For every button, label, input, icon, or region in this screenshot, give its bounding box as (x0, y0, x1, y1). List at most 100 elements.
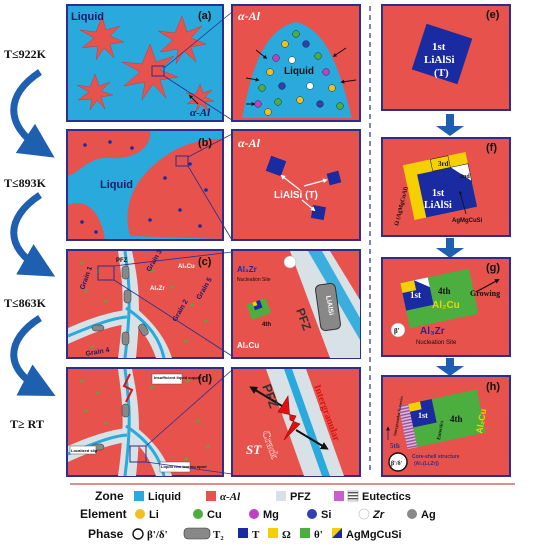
legend: Zone Liquid α-Al PFZ Eutectics Element L… (70, 483, 515, 541)
temp-label-3: T≤863K (4, 296, 46, 310)
legend-eutectics-label: Eutectics (362, 491, 411, 503)
legend-alpha-label: α-Al (220, 491, 241, 503)
arrow-g-h (436, 358, 464, 376)
legend-liquid-swatch (134, 491, 144, 501)
panel-c-inset-4th: 4th (262, 322, 271, 328)
panel-h-intergranular: Intergranular Eutectics (392, 395, 404, 436)
panel-d-inset-st: ST (246, 442, 262, 457)
panel-e: 1st LiAlSi (T) (e) (381, 4, 511, 111)
legend-t-label: T (252, 529, 260, 541)
legend-pfz-swatch (276, 491, 286, 501)
temp-label-2: T≤893K (4, 176, 46, 190)
stage-arrows (10, 69, 56, 397)
legend-agmgcusi-label: AgMgCuSi (346, 529, 402, 541)
legend-theta-swatch (300, 528, 310, 538)
legend-cu-dot (193, 509, 203, 519)
panel-g-label: (g) (486, 262, 500, 274)
panel-g-1st: 1st (410, 290, 421, 300)
panel-h-core-shell-sub: (Al₃(Li,Zr)) (414, 461, 439, 467)
legend-zr-label: Zr (372, 509, 385, 521)
panel-d-label: (d) (198, 373, 212, 385)
panel-f-label: (f) (486, 142, 497, 154)
legend-eutectics-swatch (334, 491, 344, 501)
panel-c-al3zr: Al₃Zr (150, 286, 165, 292)
panel-c-inset-al2cu: Al₂Cu (237, 341, 259, 350)
panel-h-1st: 1st (418, 411, 428, 420)
legend-element-title: Element (80, 507, 127, 521)
temp-label-4: T≥ RT (10, 417, 44, 431)
panel-f-2nd: 2nd (460, 174, 470, 180)
legend-t-swatch (238, 528, 248, 538)
panel-h-core-shell: Core-shell structure (412, 454, 460, 460)
legend-mg-dot (249, 509, 259, 519)
panel-d-inset: PFZ Crack Intergranular ST (231, 367, 361, 477)
legend-t2-label: T₂ (213, 529, 224, 541)
legend-omega-label: Ω (282, 529, 291, 541)
panel-g-nucleation: Nucleation Site (416, 340, 457, 346)
panel-h-4th: 4th (450, 414, 463, 424)
arrow-f-g (436, 238, 464, 258)
panel-h-label: (h) (486, 381, 500, 393)
panel-d: Insufficient liquid supply Localized sli… (66, 367, 233, 477)
panel-h-eutectics: Eutectics (437, 420, 445, 440)
panel-g-al2cu: Al₂Cu (432, 300, 460, 311)
panel-b-inset-liali: LiAlSi (T) (274, 190, 318, 201)
grain-4-label: Grain 4 (85, 347, 110, 358)
panel-c-inset: Al₃Zr Nucleation Site PFZ LiAlSi 4th Al₂… (231, 249, 361, 359)
legend-mg-label: Mg (263, 509, 279, 521)
legend-cu-label: Cu (207, 509, 222, 521)
panel-b-label: (b) (198, 137, 212, 149)
legend-liquid-label: Liquid (148, 491, 181, 503)
panel-g: 1st 4th Al₂Cu Growing β' Al₃Zr Nucleatio… (381, 257, 511, 357)
legend-beta-circle (132, 528, 144, 540)
panel-a-inset-alpha: α-Al (238, 9, 261, 23)
legend-zone-title: Zone (95, 489, 124, 503)
panel-e-t: (T) (434, 67, 449, 79)
panel-c-label: (c) (198, 256, 212, 268)
legend-ag-dot (407, 509, 417, 519)
panel-a-label: (a) (198, 10, 212, 22)
panel-h: 1st 4th Al₂Cu Intergranular Eutectics Eu… (381, 375, 511, 477)
panel-h-beta: β'/δ' (391, 461, 403, 467)
panel-g-beta: β' (394, 327, 400, 335)
panel-h-al2cu: Al₂Cu (474, 408, 488, 434)
legend-beta-label: β'/δ' (147, 529, 168, 541)
legend-pfz-label: PFZ (290, 491, 311, 503)
panel-b-inset-alpha: α-Al (238, 136, 261, 150)
panel-a: Liquid (a) α-Al (66, 4, 233, 122)
panel-e-label: (e) (486, 9, 500, 21)
panel-e-1st: 1st (432, 41, 446, 53)
panel-e-liali: LiAlSi (424, 54, 455, 66)
panel-f-1st: 1st (432, 188, 445, 199)
panel-f-agmgcusi: AgMgCuSi (452, 218, 483, 224)
legend-si-dot (307, 509, 317, 519)
panel-c-al2cu: Al₂Cu (178, 264, 195, 270)
legend-alpha-swatch (206, 491, 216, 501)
panel-a-alpha-label: α-Al (190, 107, 211, 119)
panel-g-al3zr: Al₃Zr (420, 326, 445, 337)
panel-g-growing: Growing (470, 289, 500, 298)
panel-d-insufficient: Insufficient liquid supply (154, 375, 202, 380)
panel-f-3rd: 3rd (438, 160, 449, 168)
panel-f: 3rd 2nd 1st LiAlSi Ω (AgMgCuAl) AgMgCuSi… (381, 137, 511, 237)
temp-label-1: T≤922K (4, 47, 46, 61)
panel-h-5th: 5th (390, 442, 400, 450)
legend-theta-label: θ' (314, 529, 323, 541)
panel-d-liquid-film: Liquid film tearing apart (161, 464, 207, 469)
panel-c: Grain 1 Grain 2 Grain 3 Grain 4 Grain 5 … (66, 249, 233, 359)
panel-a-liquid-label: Liquid (71, 11, 104, 23)
panel-c-ptz: PFZ (116, 258, 128, 264)
panel-b: (b) Liquid (66, 129, 233, 241)
legend-li-label: Li (149, 509, 159, 521)
panel-d-localized: Localized slip (71, 448, 98, 453)
legend-agmgcusi-swatch (332, 528, 342, 538)
legend-zr-dot (358, 508, 370, 520)
legend-si-label: Si (321, 509, 331, 521)
panel-c-inset-al3zr: Al₃Zr (237, 265, 257, 274)
legend-li-dot (135, 509, 145, 519)
legend-t2-rod (183, 527, 211, 540)
panel-b-liquid-label: Liquid (100, 179, 133, 191)
panel-c-inset-liali: LiAlSi (324, 295, 334, 316)
legend-omega-swatch (268, 528, 278, 538)
